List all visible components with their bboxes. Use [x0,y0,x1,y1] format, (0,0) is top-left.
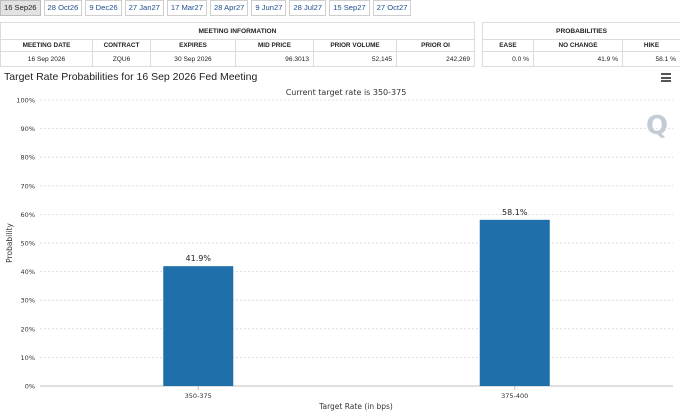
bar-350-375[interactable] [163,266,234,386]
y-tick-label: 100% [16,97,35,105]
tab-28-jul27[interactable]: 28 Jul27 [289,0,327,16]
bar-data-label: 41.9% [186,254,212,263]
tab-27-oct27[interactable]: 27 Oct27 [372,0,412,16]
table-cell: 242,269 [396,51,475,67]
tab-28-apr27[interactable]: 28 Apr27 [209,0,249,16]
probabilities-table: PROBABILITIES EASE NO CHANGE HIKE 0.0 % 41.… [481,22,680,67]
y-tick-label: 90% [21,125,35,133]
column-header: PRIOR VOLUME [313,39,397,52]
chart-title: Target Rate Probabilities for 16 Sep 202… [4,71,258,83]
table-cell: 52,145 [313,51,397,67]
probability-bar-chart: Current target rate is 350-375 Q 0% 10% 20… [5,88,673,411]
column-header: NO CHANGE [533,39,623,52]
table-cell: 16 Sep 2026 [0,51,93,67]
meeting-information-table: MEETING INFORMATION MEETING DATE CONTRACT… [0,22,475,67]
table-cell: ZQU6 [92,51,151,67]
table-cell: 58.1 % [621,51,680,67]
y-tick-label: 50% [21,240,35,248]
table-cell: 41.9 % [533,51,623,67]
x-tick-label: 375-400 [501,392,528,400]
x-tick-label: 350-375 [185,392,212,400]
x-axis-title: Target Rate (in bps) [318,402,393,411]
probabilities-heading: PROBABILITIES [481,22,680,40]
tab-16-sep26[interactable]: 16 Sep26 [0,0,41,16]
y-tick-label: 60% [21,211,35,219]
y-tick-label: 20% [21,325,35,333]
tab-9-dec26[interactable]: 9 Dec26 [85,0,122,16]
column-header: PRIOR OI [396,39,475,52]
meeting-information-heading: MEETING INFORMATION [0,22,475,40]
y-tick-label: 80% [21,154,35,162]
column-header: EXPIRES [150,39,236,52]
y-tick-label: 40% [21,268,35,276]
bar-data-label: 58.1% [502,208,528,217]
meeting-date-tabs: 16 Sep26 28 Oct26 9 Dec26 27 Jan27 17 Mar27 2… [0,0,414,16]
table-cell: 96.3013 [235,51,314,67]
column-header: MID PRICE [235,39,314,52]
svg-text:Q: Q [646,111,668,141]
tab-28-oct26[interactable]: 28 Oct26 [43,0,83,16]
q-logo-watermark: Q [646,111,668,141]
y-tick-label: 70% [21,182,35,190]
tab-9-jun27[interactable]: 9 Jun27 [251,0,287,16]
table-row: 0.0 % 41.9 % 58.1 % [482,51,680,67]
table-row: 16 Sep 2026 ZQU6 30 Sep 2026 96.3013 52,145 2… [0,51,475,67]
y-tick-label: 0% [25,383,35,391]
hamburger-menu-icon[interactable] [661,73,671,82]
column-header: HIKE [621,39,680,52]
column-header: EASE [482,39,534,52]
y-tick-label: 10% [21,354,35,362]
column-header: CONTRACT [92,39,151,52]
table-cell: 0.0 % [482,51,534,67]
bar-375-400[interactable] [479,219,550,386]
chart-subtitle: Current target rate is 350-375 [286,88,407,97]
tab-15-sep27[interactable]: 15 Sep27 [329,0,370,16]
table-cell: 30 Sep 2026 [150,51,236,67]
y-axis-title: Probability [5,223,14,263]
y-tick-label: 30% [21,297,35,305]
column-header: MEETING DATE [0,39,93,52]
tab-27-jan27[interactable]: 27 Jan27 [124,0,164,16]
tab-17-mar27[interactable]: 17 Mar27 [166,0,207,16]
